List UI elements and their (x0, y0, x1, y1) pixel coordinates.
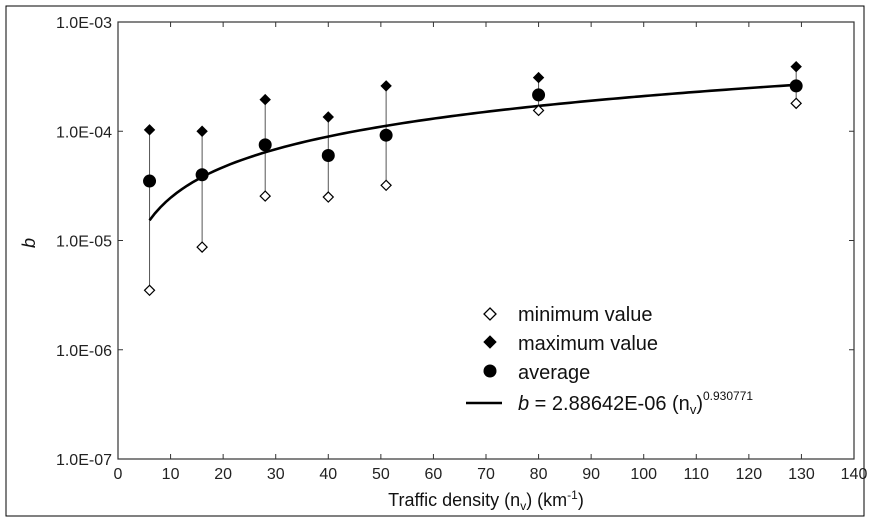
max-marker (322, 111, 334, 123)
avg-marker (195, 168, 209, 182)
x-tick-label: 30 (267, 466, 285, 483)
avg-marker (379, 128, 393, 142)
legend-label-fit: b = 2.88642E-06 (nv)0.930771 (518, 389, 753, 417)
x-tick-label: 10 (162, 466, 180, 483)
legend-marker-filled-diamond (483, 335, 497, 349)
x-tick-label: 60 (425, 466, 443, 483)
y-tick-label: 1.0E-05 (56, 234, 112, 251)
x-tick-label: 110 (684, 466, 710, 483)
min-marker (322, 191, 335, 203)
x-tick-label: 120 (736, 466, 763, 483)
avg-marker (789, 79, 803, 93)
max-marker (196, 125, 208, 137)
y-axis-title: b (19, 238, 39, 248)
legend-label-average: average (518, 362, 590, 384)
series-layer (143, 60, 803, 297)
min-marker (790, 97, 803, 110)
max-marker (380, 80, 392, 92)
legend-item-maximum: maximum value (483, 333, 658, 355)
x-tick-label: 0 (114, 466, 123, 483)
y-tick-label: 1.0E-04 (56, 124, 112, 141)
y-tick-label: 1.0E-07 (56, 452, 112, 469)
min-marker (532, 104, 545, 117)
legend-item-average: average (483, 362, 590, 384)
figure-frame (5, 5, 865, 517)
legend-item-fit: b = 2.88642E-06 (nv)0.930771 (466, 389, 753, 417)
legend-marker-open-diamond (483, 307, 497, 321)
legend: minimum value maximum value average b = … (466, 304, 753, 417)
x-axis-title: Traffic density (nv) (km-1) (388, 488, 584, 513)
x-tick-label: 90 (582, 466, 600, 483)
max-marker (532, 71, 545, 84)
x-tick-label: 100 (630, 466, 657, 483)
avg-marker (321, 148, 335, 162)
max-marker (790, 60, 802, 73)
max-marker (259, 93, 271, 106)
min-marker (259, 190, 272, 202)
legend-marker-filled-circle (483, 364, 497, 378)
avg-marker (532, 88, 546, 102)
x-tick-label: 130 (788, 466, 815, 483)
min-marker (380, 179, 392, 192)
fit-curve (148, 83, 797, 222)
ticks-layer: 0 10 20 30 40 50 60 70 80 90 100 110 120 130 140 1.0E-0… (56, 15, 867, 483)
x-tick-label: 50 (372, 466, 390, 483)
legend-label-maximum: maximum value (518, 333, 658, 355)
avg-marker (143, 174, 157, 188)
max-marker (143, 124, 156, 136)
legend-item-minimum: minimum value (483, 304, 652, 326)
x-tick-label: 70 (477, 466, 495, 483)
x-tick-label: 140 (841, 466, 868, 483)
legend-label-minimum: minimum value (518, 304, 652, 326)
avg-marker (258, 138, 272, 152)
x-tick-label: 80 (530, 466, 548, 483)
min-marker (143, 284, 156, 297)
min-marker (196, 241, 208, 253)
y-tick-label: 1.0E-03 (56, 15, 112, 32)
y-tick-label: 1.0E-06 (56, 343, 112, 360)
x-tick-label: 20 (214, 466, 232, 483)
x-tick-label: 40 (319, 466, 337, 483)
